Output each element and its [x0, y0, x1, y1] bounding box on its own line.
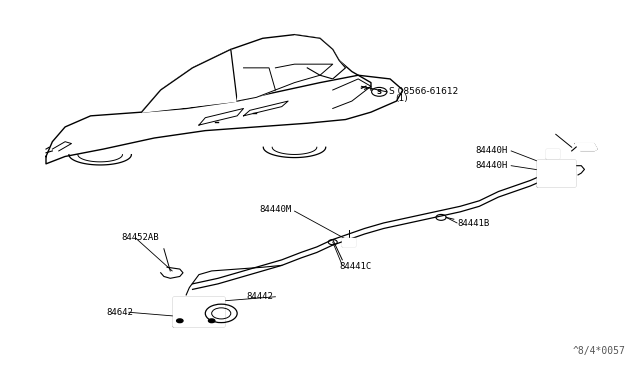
Text: S: S — [377, 89, 382, 95]
Polygon shape — [546, 149, 559, 158]
Text: 84440M: 84440M — [259, 205, 291, 215]
Text: 84440H: 84440H — [476, 147, 508, 155]
Polygon shape — [575, 144, 597, 151]
Text: 84452AB: 84452AB — [121, 233, 159, 242]
Text: 84441B: 84441B — [457, 219, 489, 228]
Text: ^8/4*0057: ^8/4*0057 — [573, 346, 626, 356]
Text: 84642: 84642 — [106, 308, 133, 317]
Polygon shape — [294, 35, 346, 79]
Polygon shape — [173, 297, 225, 326]
Text: S 08566-61612: S 08566-61612 — [389, 87, 458, 96]
Polygon shape — [141, 49, 237, 112]
Circle shape — [177, 319, 183, 323]
Polygon shape — [237, 68, 275, 101]
Text: 84442: 84442 — [246, 292, 273, 301]
Circle shape — [209, 319, 215, 323]
Polygon shape — [537, 160, 575, 186]
Text: 84441C: 84441C — [339, 262, 371, 271]
Text: 84440H: 84440H — [476, 161, 508, 170]
Text: (1): (1) — [395, 94, 408, 103]
Polygon shape — [342, 238, 355, 246]
